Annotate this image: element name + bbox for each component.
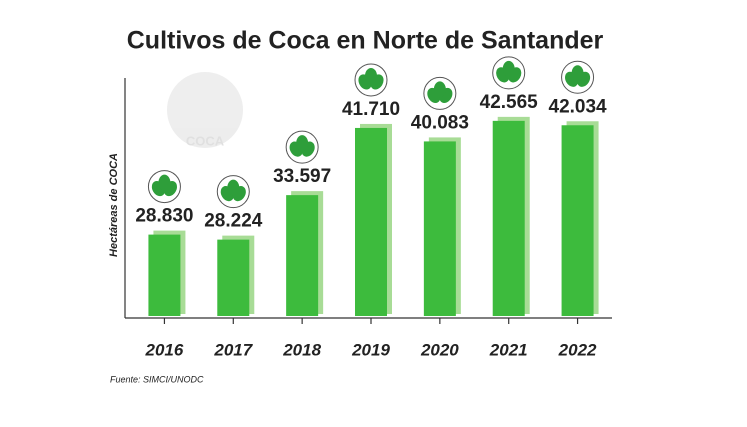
leaf xyxy=(433,81,446,98)
x-tick-label: 2018 xyxy=(282,340,321,359)
leaf xyxy=(296,135,309,152)
bar xyxy=(561,125,594,316)
bar xyxy=(355,127,387,316)
x-tick-label: 2017 xyxy=(213,340,253,359)
logo-text: COCA xyxy=(186,133,225,148)
logo: COCA xyxy=(167,72,243,148)
leaf-icon xyxy=(285,130,319,164)
x-tick-label: 2019 xyxy=(351,340,390,359)
y-axis-label: Hectáreas de COCA xyxy=(108,153,120,257)
value-label: 28.830 xyxy=(135,206,193,227)
leaf xyxy=(227,179,240,196)
x-tick-label: 2016 xyxy=(145,340,184,359)
value-label: 40.083 xyxy=(411,112,469,133)
leaf-icon xyxy=(492,56,526,90)
value-label: 28.224 xyxy=(204,211,263,232)
x-tick-label: 2020 xyxy=(420,340,459,359)
leaf xyxy=(158,174,171,191)
chart-title: Cultivos de Coca en Norte de Santander xyxy=(127,27,604,55)
bar xyxy=(492,120,525,316)
logo-circle xyxy=(167,72,243,148)
leaf-icon xyxy=(354,63,388,97)
value-label: 42.565 xyxy=(480,92,539,113)
leaf-icon xyxy=(423,76,457,110)
bar xyxy=(217,239,250,316)
bar xyxy=(148,234,181,316)
bar xyxy=(286,195,319,316)
leaf xyxy=(502,60,515,77)
bar xyxy=(423,141,456,316)
value-label: 42.034 xyxy=(549,96,608,117)
value-label: 33.597 xyxy=(273,166,331,187)
x-tick-label: 2022 xyxy=(558,340,597,359)
source: Fuente: SIMCI/UNODC xyxy=(110,374,204,384)
leaf-icon xyxy=(147,170,181,204)
value-label: 41.710 xyxy=(342,99,400,120)
leaf xyxy=(571,65,584,82)
x-tick-label: 2021 xyxy=(489,340,528,359)
leaf-icon xyxy=(216,175,250,209)
leaf-icon xyxy=(561,60,595,94)
leaf xyxy=(365,67,377,84)
